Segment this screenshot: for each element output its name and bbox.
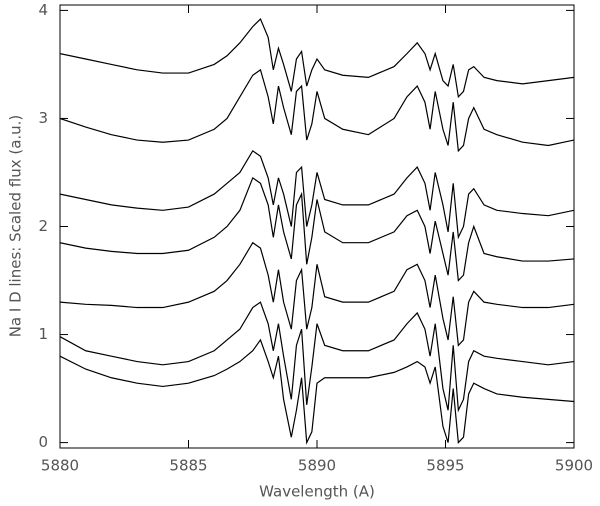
x-tick-label: 5900 xyxy=(555,457,593,475)
y-tick-label: 1 xyxy=(38,325,48,343)
x-axis-label: Wavelength (A) xyxy=(259,483,375,501)
y-tick-label: 2 xyxy=(38,217,48,235)
plot-area xyxy=(60,17,574,445)
y-axis-label: Na I D lines: Scaled flux (a.u.) xyxy=(7,115,25,338)
x-tick-label: 5895 xyxy=(426,457,464,475)
x-tick-label: 5885 xyxy=(169,457,207,475)
spectrum-line xyxy=(60,68,574,153)
x-tick-label: 5880 xyxy=(41,457,79,475)
plot-frame xyxy=(59,4,575,449)
x-tick-label: 5890 xyxy=(298,457,336,475)
y-tick-label: 3 xyxy=(38,109,48,127)
spectrum-line xyxy=(60,241,574,347)
spectrum-line xyxy=(60,301,574,413)
y-tick-label: 0 xyxy=(38,433,48,451)
spectrum-line xyxy=(60,176,574,282)
spectrum-line xyxy=(60,338,574,445)
spectrum-line xyxy=(60,17,574,99)
y-tick-label: 4 xyxy=(38,1,48,19)
spectrum-line xyxy=(60,150,574,240)
